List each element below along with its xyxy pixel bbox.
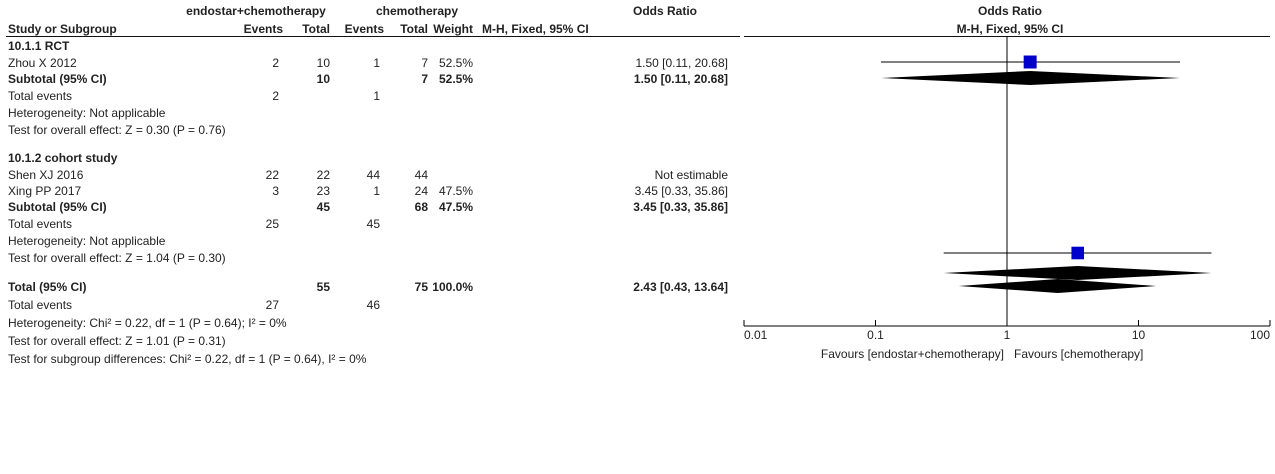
x-axis-tick-label: 0.1	[867, 328, 884, 342]
total-events-group2: 1	[373, 89, 380, 103]
total-events-group2: 46	[366, 298, 380, 312]
subtotal-total1: 10	[316, 72, 330, 86]
weight-column-header: Weight	[433, 22, 473, 36]
x-axis-tick-label: 100	[1250, 328, 1270, 342]
events2-cell: 44	[366, 168, 380, 182]
x-axis-tick-label: 0.01	[744, 328, 768, 342]
or-plot-header: Odds Ratio	[977, 4, 1042, 18]
total-events-group1: 2	[272, 89, 279, 103]
or-table-method-header: M-H, Fixed, 95% CI	[482, 22, 589, 36]
overall-effect-text: Test for overall effect: Z = 1.01 (P = 0…	[8, 334, 226, 348]
heterogeneity-text: Heterogeneity: Chi² = 0.22, df = 1 (P = …	[8, 316, 287, 330]
pooled-estimate-diamond	[880, 71, 1180, 85]
study-column-header: Study or Subgroup	[8, 22, 117, 36]
favours-right-label: Favours [chemotherapy]	[1014, 347, 1144, 361]
total2-cell: 24	[414, 184, 428, 198]
events1-cell: 3	[272, 184, 279, 198]
total-weight: 100.0%	[432, 280, 473, 294]
subtotal-ci: 1.50 [0.11, 20.68]	[633, 72, 728, 86]
ci-cell: Not estimable	[654, 168, 728, 182]
ci-cell: 3.45 [0.33, 35.86]	[634, 184, 728, 198]
total-events-label: Total events	[8, 298, 73, 312]
subtotal-total2: 7	[421, 72, 428, 86]
total-label: Total (95% CI)	[8, 280, 87, 294]
total-events-label: Total events	[8, 217, 73, 231]
total2-cell: 7	[421, 56, 428, 70]
header-rule	[6, 36, 740, 37]
study-name: Zhou X 2012	[8, 56, 77, 70]
study-weight-square	[1023, 55, 1037, 69]
group1-header: endostar+chemotherapy	[186, 4, 326, 18]
subgroup-title: 10.1.1 RCT	[8, 39, 70, 53]
total-total1: 55	[316, 280, 330, 294]
total2-cell: 44	[414, 168, 428, 182]
total2-column-header: Total	[400, 22, 428, 36]
subtotal-weight: 52.5%	[438, 72, 473, 86]
subgroup-differences-text: Test for subgroup differences: Chi² = 0.…	[8, 352, 367, 366]
overall-effect-text: Test for overall effect: Z = 1.04 (P = 0…	[8, 251, 226, 265]
total1-cell: 23	[316, 184, 330, 198]
events1-cell: 2	[272, 56, 279, 70]
pooled-estimate-diamond	[943, 266, 1212, 280]
weight-cell: 47.5%	[438, 184, 473, 198]
total-ci: 2.43 [0.43, 13.64]	[633, 280, 728, 294]
events2-cell: 1	[373, 184, 380, 198]
group2-header: chemotherapy	[375, 4, 459, 18]
study-name: Xing PP 2017	[8, 184, 82, 198]
events2-column-header: Events	[344, 22, 384, 36]
subtotal-weight: 47.5%	[438, 200, 473, 214]
study-name: Shen XJ 2016	[8, 168, 84, 182]
x-axis-tick-label: 10	[1132, 328, 1146, 342]
subtotal-total1: 45	[316, 200, 330, 214]
pooled-estimate-diamond	[958, 279, 1157, 293]
total1-cell: 22	[316, 168, 330, 182]
subgroup-title: 10.1.2 cohort study	[8, 151, 118, 165]
total1-cell: 10	[316, 56, 330, 70]
subtotal-label: Subtotal (95% CI)	[8, 200, 107, 214]
weight-cell: 52.5%	[438, 56, 473, 70]
total-events-group2: 45	[366, 217, 380, 231]
events1-column-header: Events	[243, 22, 283, 36]
total-events-group1: 25	[265, 217, 279, 231]
x-axis-tick-label: 1	[1004, 328, 1011, 342]
heterogeneity-text: Heterogeneity: Not applicable	[8, 106, 166, 120]
or-plot-method-header: M-H, Fixed, 95% CI	[956, 22, 1064, 36]
study-weight-square	[1071, 246, 1085, 260]
events1-cell: 22	[265, 168, 279, 182]
subtotal-ci: 3.45 [0.33, 35.86]	[633, 200, 728, 214]
ci-cell: 1.50 [0.11, 20.68]	[635, 56, 728, 70]
overall-effect-text: Test for overall effect: Z = 0.30 (P = 0…	[8, 123, 226, 137]
total1-column-header: Total	[302, 22, 330, 36]
total-total2: 75	[414, 280, 428, 294]
total-events-group1: 27	[265, 298, 279, 312]
total-events-label: Total events	[8, 89, 73, 103]
heterogeneity-text: Heterogeneity: Not applicable	[8, 234, 166, 248]
or-table-header: Odds Ratio	[632, 4, 697, 18]
subtotal-total2: 68	[414, 200, 428, 214]
events2-cell: 1	[373, 56, 380, 70]
favours-left-label: Favours [endostar+chemotherapy]	[820, 347, 1004, 361]
subtotal-label: Subtotal (95% CI)	[8, 72, 107, 86]
